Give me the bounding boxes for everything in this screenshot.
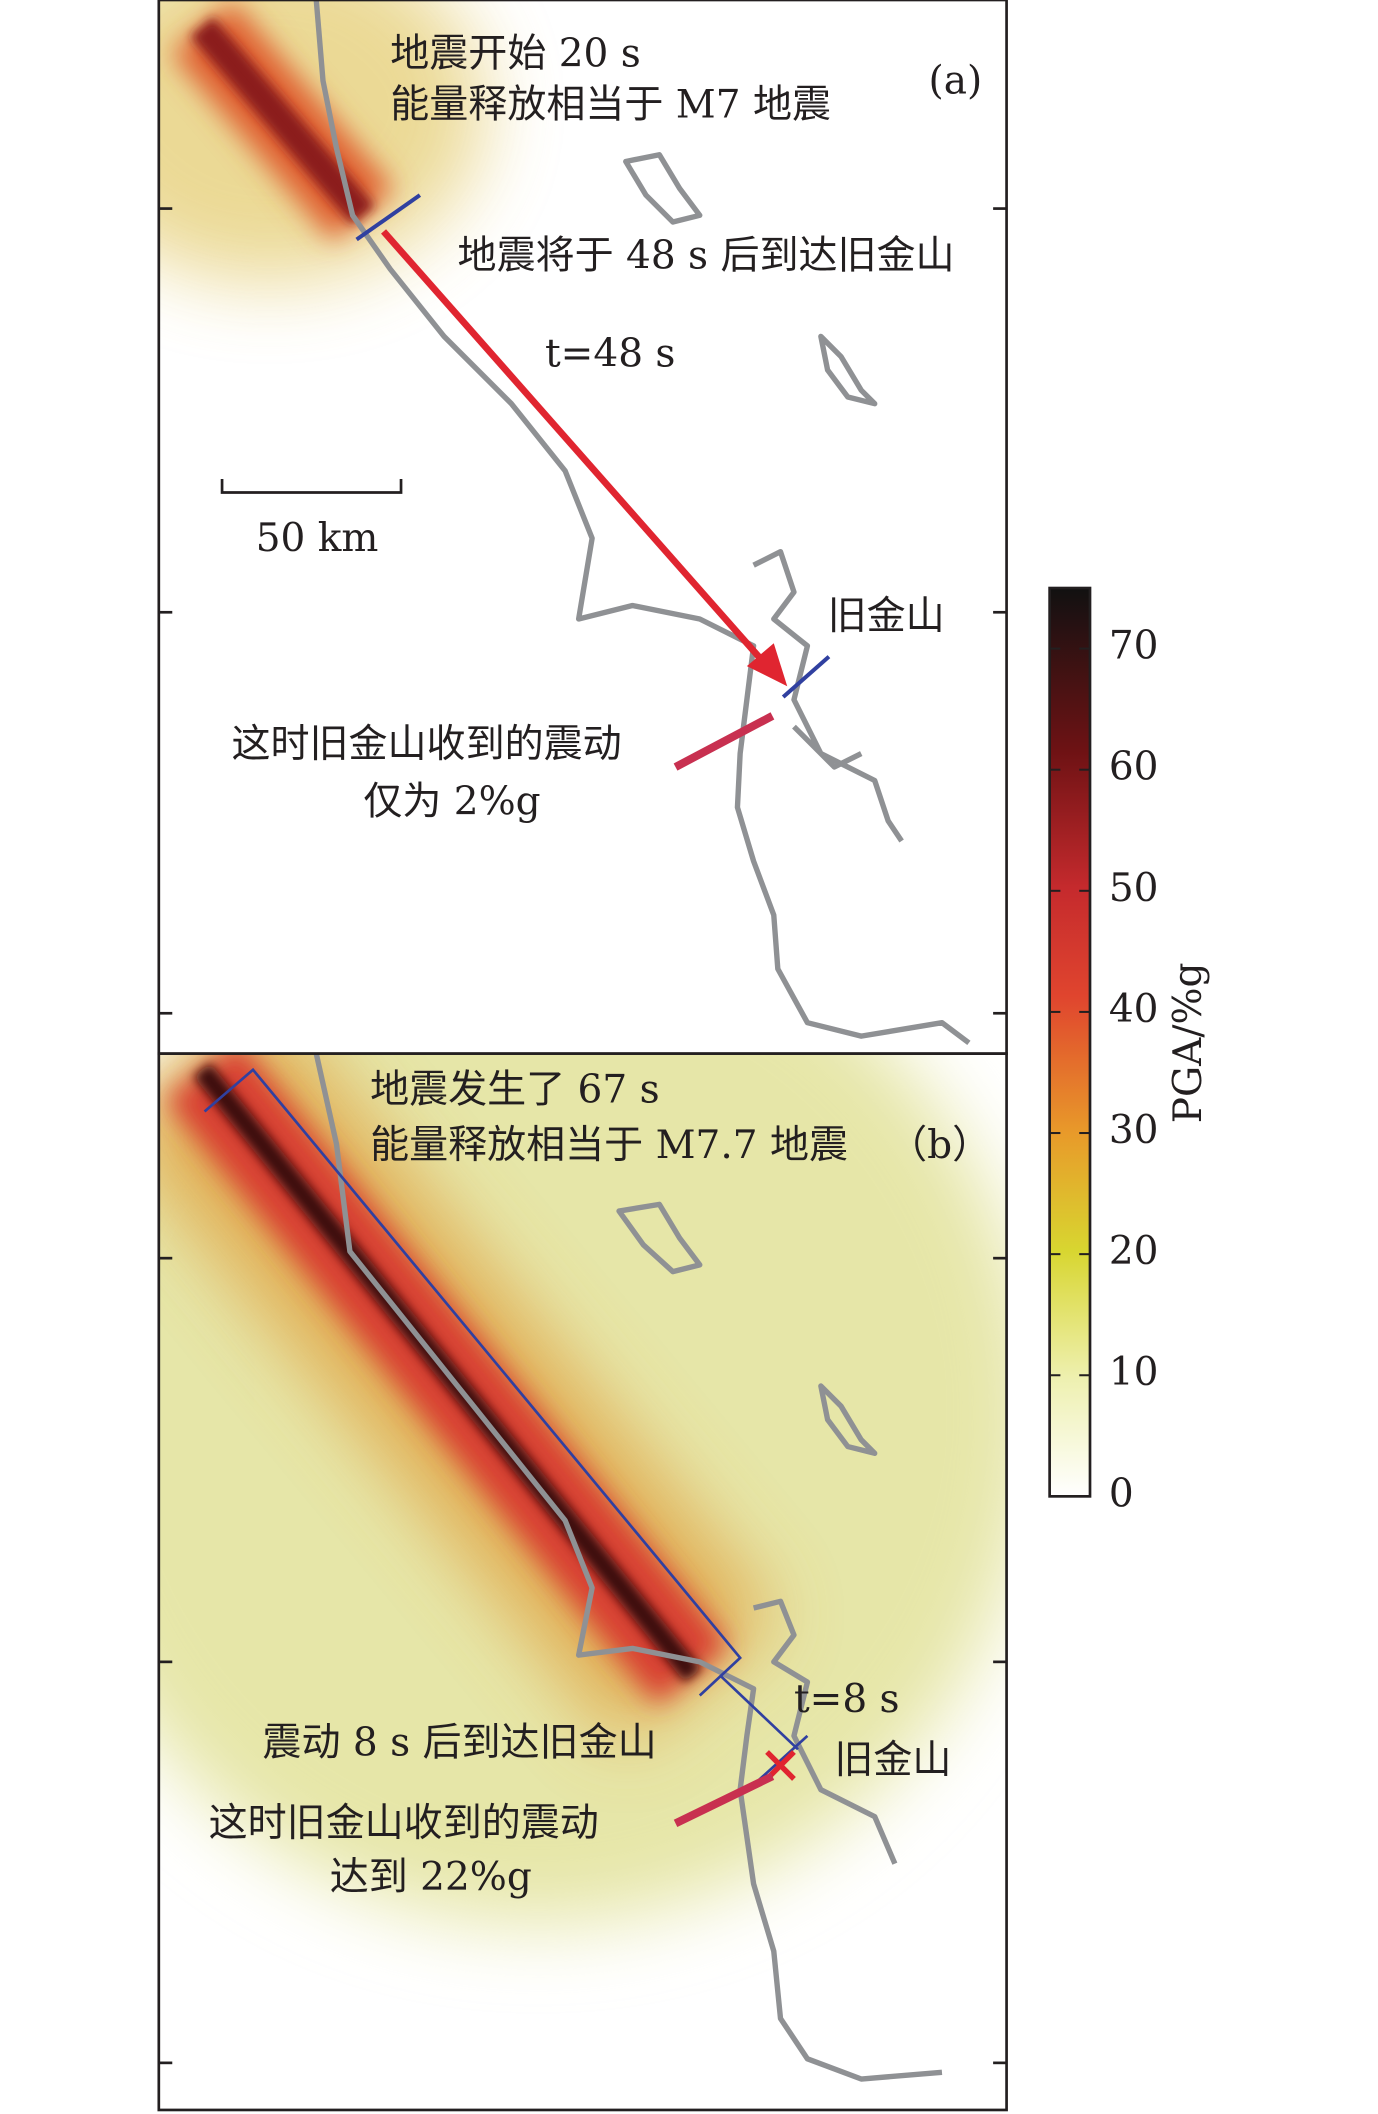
arrow	[381, 229, 770, 669]
colorbar-tick-label: 50	[1109, 866, 1159, 911]
pointer	[673, 1772, 775, 1827]
front-marker	[355, 193, 422, 242]
annotation: 地震将于 48 s 后到达旧金山	[458, 233, 955, 278]
panel-frame	[157, 1052, 1008, 2112]
colorbar	[1048, 586, 1092, 1498]
scale-bar	[220, 479, 403, 494]
frame-ticks	[158, 207, 1007, 2065]
pointer	[673, 712, 775, 771]
annotation: 能量释放相当于 M7.7 地震	[370, 1123, 848, 1168]
colorbar-tick-label: 70	[1109, 624, 1159, 669]
annotation: （b）	[888, 1123, 991, 1168]
panel-b-map	[158, 1053, 1007, 2082]
arrow-head	[746, 643, 788, 687]
annotation: 旧金山	[834, 1738, 951, 1783]
annotation: 能量释放相当于 M7 地震	[390, 83, 831, 128]
colorbar-tick-label: 0	[1109, 1471, 1134, 1516]
annotation: t=48 s	[545, 332, 675, 377]
annotation: 这时旧金山收到的震动	[231, 722, 621, 767]
annotation: 震动 8 s 后到达旧金山	[262, 1720, 656, 1765]
annotation: 这时旧金山收到的震动	[209, 1801, 599, 1846]
city-marker	[781, 655, 831, 699]
annotation: t=8 s	[794, 1677, 900, 1722]
annotation: 地震开始 20 s	[390, 32, 641, 77]
annotation: 达到 22%g	[330, 1855, 532, 1900]
annotation: (a)	[929, 58, 983, 103]
arrow	[719, 1674, 799, 1751]
colorbar-tick-label: 20	[1109, 1229, 1159, 1274]
colorbar-label: PGA/%g	[1166, 962, 1211, 1123]
colorbar-tick-label: 10	[1109, 1350, 1159, 1395]
panel-a-map	[158, 0, 971, 1046]
annotation: 旧金山	[828, 594, 945, 639]
colorbar-tick-label: 30	[1109, 1108, 1159, 1153]
annotation: 地震发生了 67 s	[370, 1068, 660, 1113]
annotation: 50 km	[256, 516, 379, 561]
colorbar-tick-label: 40	[1109, 987, 1159, 1032]
colorbar-tick-label: 60	[1109, 745, 1159, 790]
annotation: 仅为 2%g	[363, 780, 540, 825]
